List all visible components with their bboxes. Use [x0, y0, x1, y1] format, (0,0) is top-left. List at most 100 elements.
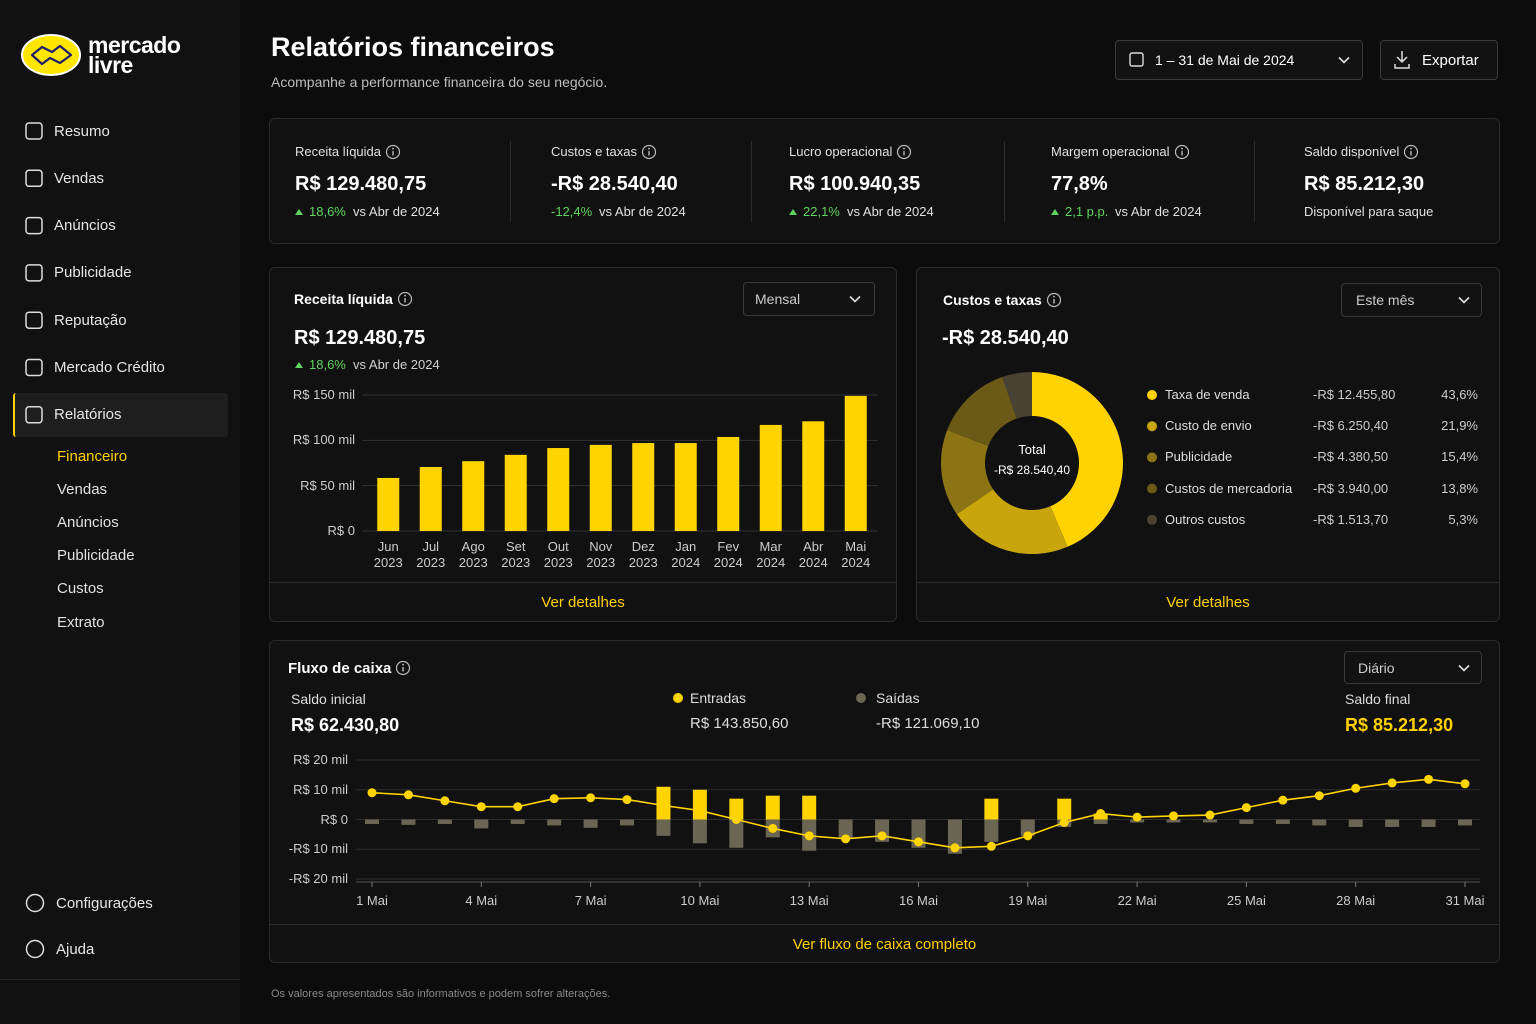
y-tick-label: -R$ 20 mil — [288, 871, 348, 886]
info-icon — [1046, 292, 1062, 308]
line-point — [1132, 812, 1142, 822]
kpi-value: R$ 100.940,35 — [789, 172, 921, 195]
bar — [656, 819, 671, 836]
kpi-note: Disponível para saque — [1304, 204, 1434, 219]
details-link[interactable]: Ver fluxo de caixa completo — [792, 935, 977, 953]
kpi-change: 18,6% — [309, 204, 346, 219]
y-tick-label: R$ 20 mil — [293, 752, 348, 767]
period-select[interactable] — [1344, 651, 1482, 684]
bar — [1421, 819, 1436, 827]
bar — [844, 395, 867, 531]
details-link[interactable]: Ver detalhes — [541, 593, 625, 611]
kpi-change: 2,1 p.p. — [1065, 204, 1109, 219]
bar — [984, 819, 999, 842]
line-point — [1023, 831, 1033, 841]
card-comparison: vs Abr de 2024 — [353, 357, 440, 372]
bar — [1166, 819, 1181, 823]
line-point — [1241, 803, 1251, 813]
legend-dot — [1147, 483, 1157, 494]
bar — [1385, 819, 1400, 827]
subnav-item[interactable]: Custos — [57, 580, 104, 598]
period-select-label[interactable]: Este mês — [1356, 292, 1415, 308]
info-icon — [896, 144, 912, 160]
bar — [802, 795, 817, 820]
x-tick-label: Mar 2024 — [756, 539, 786, 570]
nav-icon — [25, 264, 43, 282]
x-tick-label: Nov 2023 — [586, 539, 616, 570]
y-tick-label: R$ 10 mil — [293, 781, 348, 797]
kpi-comparison: vs Abr de 2024 — [847, 204, 934, 219]
legend-amount: -R$ 3.940,00 — [1313, 480, 1389, 496]
info-icon — [392, 147, 394, 150]
pie-slice — [1032, 372, 1123, 547]
card-divider — [270, 924, 1499, 925]
data-label: 15,4% — [1441, 449, 1478, 465]
x-tick-label: 28 Mai — [1336, 893, 1376, 908]
calendar-icon — [1129, 52, 1144, 67]
nav-item[interactable]: Relatórios — [54, 406, 122, 424]
bar — [1020, 819, 1035, 836]
x-tick-label: Ago 2023 — [458, 539, 488, 570]
nav-icon — [25, 216, 43, 235]
period-select-label[interactable]: Diário — [1358, 660, 1395, 676]
legend-label: Saídas — [876, 690, 920, 706]
kpi-divider — [1004, 141, 1005, 222]
subnav-item[interactable]: Publicidade — [57, 547, 135, 565]
date-range[interactable]: 1 – 31 de Mai de 2024 — [1155, 52, 1295, 68]
export-label[interactable]: Exportar — [1422, 51, 1479, 69]
legend-label: Custos de mercadoria — [1165, 480, 1293, 496]
bar — [1275, 819, 1290, 824]
nav-icon — [25, 122, 43, 140]
nav-item[interactable]: Anúncios — [54, 217, 116, 235]
legend-label: Outros custos — [1165, 511, 1246, 527]
kpi-label: Saldo disponível — [1304, 144, 1400, 159]
legend-value: R$ 143.850,60 — [690, 714, 789, 732]
bar — [1202, 819, 1217, 823]
bar — [765, 795, 780, 820]
kpi-change: -12,4% — [551, 204, 593, 219]
nav-item[interactable]: Resumo — [54, 122, 110, 140]
legend-dot — [1147, 390, 1157, 400]
legend-amount: -R$ 12.455,80 — [1313, 387, 1396, 402]
kpi-comparison: vs Abr de 2024 — [1115, 204, 1202, 219]
kpi-value: -R$ 28.540,40 — [551, 172, 678, 195]
kpi-label: Custos e taxas — [551, 144, 637, 159]
details-link[interactable]: Ver detalhes — [1166, 593, 1250, 611]
subnav-item[interactable]: Extrato — [57, 613, 105, 631]
bar — [547, 819, 562, 826]
nav-item[interactable]: Vendas — [54, 169, 105, 187]
period-select-label[interactable]: Mensal — [755, 291, 801, 307]
page-title: Relatórios financeiros — [271, 32, 555, 62]
y-tick-label: R$ 50 mil — [300, 477, 355, 493]
line-point — [403, 790, 413, 800]
nav-item[interactable]: Mercado Crédito — [54, 359, 165, 376]
bar — [462, 461, 485, 531]
nav-item[interactable]: Ajuda — [56, 940, 95, 958]
date-picker[interactable] — [1115, 40, 1363, 80]
nav-icon — [25, 893, 45, 913]
pie-slice — [956, 489, 1068, 554]
info-icon — [1403, 144, 1419, 160]
bar — [437, 819, 452, 824]
line-point — [1059, 817, 1069, 827]
card-title: Custos e taxas — [943, 292, 1042, 308]
subnav-item[interactable]: Financeiro — [57, 447, 128, 465]
nav-icon — [25, 169, 43, 188]
legend-label: Custo de envio — [1165, 418, 1252, 434]
line-point — [1169, 811, 1179, 821]
nav-item[interactable]: Configurações — [56, 894, 153, 912]
period-select[interactable] — [1341, 283, 1482, 317]
subnav-item[interactable]: Vendas — [57, 480, 108, 498]
chevron-icon — [849, 295, 861, 303]
x-tick-label: Out 2023 — [543, 539, 573, 570]
x-tick-label: Mai 2024 — [841, 539, 871, 570]
bar — [692, 819, 707, 844]
line-point — [440, 796, 450, 806]
x-tick-label: Fev 2024 — [713, 539, 743, 570]
subnav-item[interactable]: Anúncios — [57, 513, 119, 531]
nav-item[interactable]: Reputação — [54, 311, 127, 329]
nav-item[interactable]: Publicidade — [54, 264, 132, 282]
costs-card — [916, 267, 1500, 622]
line-point — [476, 802, 486, 812]
line-point — [1314, 791, 1324, 801]
